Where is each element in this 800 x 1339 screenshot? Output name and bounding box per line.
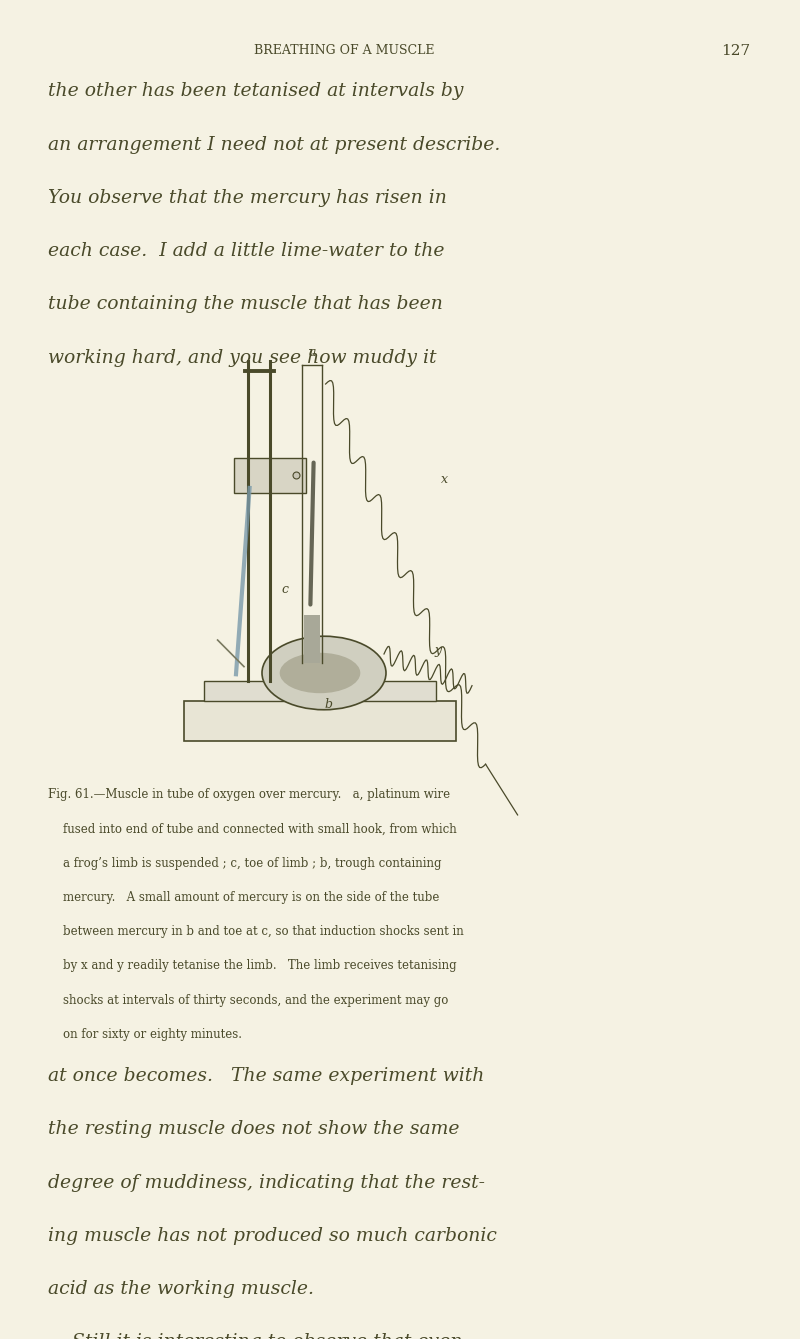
Text: fused into end of tube and connected with small hook, from which: fused into end of tube and connected wit… [48,822,457,836]
Text: a: a [308,345,316,359]
Text: the resting muscle does not show the same: the resting muscle does not show the sam… [48,1121,459,1138]
Text: acid as the working muscle.: acid as the working muscle. [48,1280,314,1297]
Text: the other has been tetanised at intervals by: the other has been tetanised at interval… [48,83,463,100]
Text: You observe that the mercury has risen in: You observe that the mercury has risen i… [48,189,447,206]
Ellipse shape [280,653,360,694]
Text: x: x [441,473,447,486]
Text: working hard, and you see how muddy it: working hard, and you see how muddy it [48,348,437,367]
Text: Still it is interesting to observe that even: Still it is interesting to observe that … [48,1334,462,1339]
Text: between mercury in b and toe at c, so that induction shocks sent in: between mercury in b and toe at c, so th… [48,925,464,939]
Ellipse shape [262,636,386,710]
Text: b: b [324,699,332,711]
Text: each case.  I add a little lime-water to the: each case. I add a little lime-water to … [48,242,445,260]
Text: tube containing the muscle that has been: tube containing the muscle that has been [48,296,443,313]
Text: degree of muddiness, indicating that the rest-: degree of muddiness, indicating that the… [48,1173,485,1192]
Text: Fig. 61.—Muscle in tube of oxygen over mercury.   a, platinum wire: Fig. 61.—Muscle in tube of oxygen over m… [48,789,450,801]
Text: BREATHING OF A MUSCLE: BREATHING OF A MUSCLE [254,44,434,58]
Text: mercury.   A small amount of mercury is on the side of the tube: mercury. A small amount of mercury is on… [48,890,439,904]
Text: y: y [435,644,442,656]
Bar [204,680,436,700]
Text: by x and y readily tetanise the limb.   The limb receives tetanising: by x and y readily tetanise the limb. Th… [48,960,457,972]
Text: at once becomes.   The same experiment with: at once becomes. The same experiment wit… [48,1067,484,1085]
Text: shocks at intervals of thirty seconds, and the experiment may go: shocks at intervals of thirty seconds, a… [48,994,448,1007]
Text: an arrangement I need not at present describe.: an arrangement I need not at present des… [48,135,500,154]
Text: 127: 127 [722,44,750,59]
Bar [184,700,456,742]
Bar [234,458,306,493]
Text: ing muscle has not produced so much carbonic: ing muscle has not produced so much carb… [48,1227,497,1245]
Text: a frog’s limb is suspended ; c, toe of limb ; b, trough containing: a frog’s limb is suspended ; c, toe of l… [48,857,442,870]
Text: on for sixty or eighty minutes.: on for sixty or eighty minutes. [48,1028,242,1040]
Bar [304,615,320,663]
Text: c: c [281,582,288,596]
